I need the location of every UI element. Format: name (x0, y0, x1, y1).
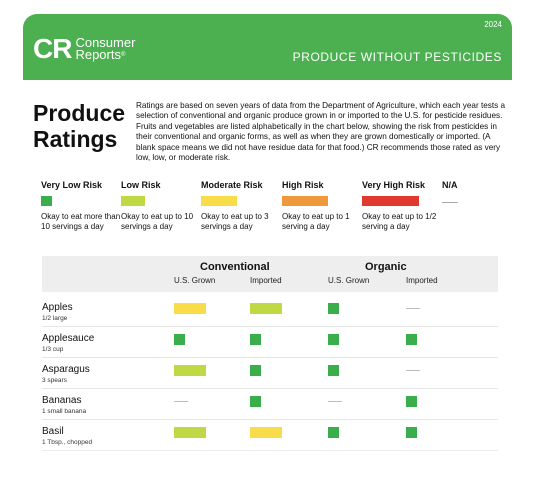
serving-size: 1/3 cup (42, 346, 64, 353)
legend-swatch (41, 196, 52, 206)
legend-item-n-a: N/A (442, 180, 532, 203)
rating-cell (406, 334, 417, 345)
produce-name: Basil (42, 426, 64, 437)
table-row: Apples 1/2 large (42, 297, 498, 327)
legend-item-high-risk: High Risk Okay to eat up to 1 serving a d… (282, 180, 372, 231)
legend-note: Okay to eat up to 1/2 serving a day (362, 212, 437, 231)
rating-cell (174, 401, 188, 402)
produce-name: Apples (42, 302, 73, 313)
rating-cell (250, 365, 261, 376)
table-row: Applesauce 1/3 cup (42, 328, 498, 358)
produce-name: Bananas (42, 395, 82, 406)
rating-cell (250, 396, 261, 407)
rating-cell (174, 303, 206, 314)
rating-cell (328, 427, 339, 438)
legend-label: Very High Risk (362, 180, 426, 190)
legend-swatch (442, 202, 458, 203)
legend-label: Very Low Risk (41, 180, 103, 190)
serving-size: 1 small banana (42, 408, 87, 415)
rating-cell (328, 365, 339, 376)
legend-note: Okay to eat up to 1 serving a day (282, 212, 350, 231)
rating-cell (174, 427, 206, 438)
col-conventional-imported: Imported (250, 276, 282, 285)
table-row: Bananas 1 small banana (42, 390, 498, 420)
legend-swatch (201, 196, 237, 206)
legend-label: Moderate Risk (201, 180, 263, 190)
legend-label: Low Risk (121, 180, 161, 190)
col-organic-us: U.S. Grown (328, 276, 370, 285)
title-line2: Ratings (33, 126, 118, 152)
legend-swatch (282, 196, 328, 206)
rating-cell (406, 370, 420, 371)
rating-cell (406, 308, 420, 309)
logo-tm: ® (120, 52, 126, 58)
logo-line2: Reports (75, 47, 121, 62)
rating-cell (174, 365, 206, 376)
header-banner: 2024 CR Consumer Reports® PRODUCE WITHOU… (23, 14, 512, 80)
legend-item-very-low-risk: Very Low Risk Okay to eat more than 10 se… (41, 180, 131, 231)
rating-cell (328, 401, 342, 402)
produce-name: Asparagus (42, 364, 90, 375)
serving-size: 1/2 large (42, 315, 68, 322)
group-organic: Organic (365, 261, 407, 273)
produce-name: Applesauce (42, 333, 95, 344)
legend-note: Okay to eat up to 10 servings a day (121, 212, 194, 231)
legend-item-low-risk: Low Risk Okay to eat up to 10 servings a … (121, 180, 211, 231)
legend-label: N/A (442, 180, 458, 190)
legend-item-moderate-risk: Moderate Risk Okay to eat up to 3 serving… (201, 180, 291, 231)
legend-note: Okay to eat more than 10 servings a day (41, 212, 121, 231)
rating-cell (406, 396, 417, 407)
legend-note: Okay to eat up to 3 servings a day (201, 212, 269, 231)
legend-swatch (121, 196, 145, 206)
serving-size: 3 spears (42, 377, 67, 384)
rating-cell (250, 334, 261, 345)
rating-cell (328, 303, 339, 314)
logo-wordmark: Consumer Reports® (75, 35, 136, 62)
rating-cell (174, 334, 185, 345)
bottom-fade (42, 442, 498, 484)
consumer-reports-logo: CR Consumer Reports® (33, 35, 135, 63)
logo-line1: Consumer (75, 35, 136, 50)
title-line1: Produce (33, 100, 126, 126)
col-organic-imported: Imported (406, 276, 438, 285)
table-row: Asparagus 3 spears (42, 359, 498, 389)
table-header: Conventional Organic U.S. Grown Imported… (42, 256, 498, 292)
legend-swatch (362, 196, 419, 206)
report-year: 2024 (484, 20, 502, 29)
col-conventional-us: U.S. Grown (174, 276, 216, 285)
rating-cell (328, 334, 339, 345)
group-conventional: Conventional (200, 261, 270, 273)
rating-cell (406, 427, 417, 438)
rating-cell (250, 427, 282, 438)
page-title: Produce Ratings (33, 100, 125, 152)
rating-cell (250, 303, 282, 314)
ratings-description: Ratings are based on seven years of data… (136, 101, 506, 163)
logo-mark: CR (33, 33, 72, 64)
legend-label: High Risk (282, 180, 324, 190)
banner-headline: PRODUCE WITHOUT PESTICIDES (292, 50, 502, 64)
legend-item-very-high-risk: Very High Risk Okay to eat up to 1/2 serv… (362, 180, 452, 231)
